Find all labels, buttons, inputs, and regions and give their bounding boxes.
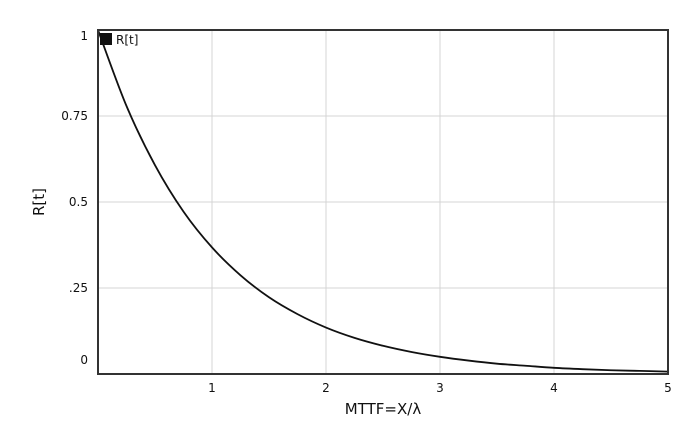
x-tick-label-1: 2 xyxy=(322,381,330,395)
y-axis-label: R[t] xyxy=(30,188,48,216)
plot-frame xyxy=(97,29,669,375)
y-tick-label-1: .25 xyxy=(69,281,88,295)
x-axis-label: MTTF=X/λ xyxy=(345,400,422,418)
tick-labels: 1 2 3 4 5 0 .25 0.5 0.75 1 xyxy=(61,29,672,395)
series-layer xyxy=(97,29,669,373)
y-tick-label-3: 0.75 xyxy=(61,109,88,123)
legend: R[t] xyxy=(100,33,138,47)
series-line-r-t xyxy=(97,29,669,373)
x-tick-label-2: 3 xyxy=(436,381,444,395)
y-tick-label-0: 0 xyxy=(80,353,88,367)
y-tick-label-2: 0.5 xyxy=(69,195,88,209)
legend-label-r-t: R[t] xyxy=(116,33,138,47)
legend-swatch-r-t xyxy=(100,33,112,45)
x-tick-label-0: 1 xyxy=(208,381,216,395)
y-tick-label-4: 1 xyxy=(80,29,88,43)
grid-lines xyxy=(98,29,669,375)
x-tick-label-4: 5 xyxy=(664,381,672,395)
x-tick-label-3: 4 xyxy=(550,381,558,395)
